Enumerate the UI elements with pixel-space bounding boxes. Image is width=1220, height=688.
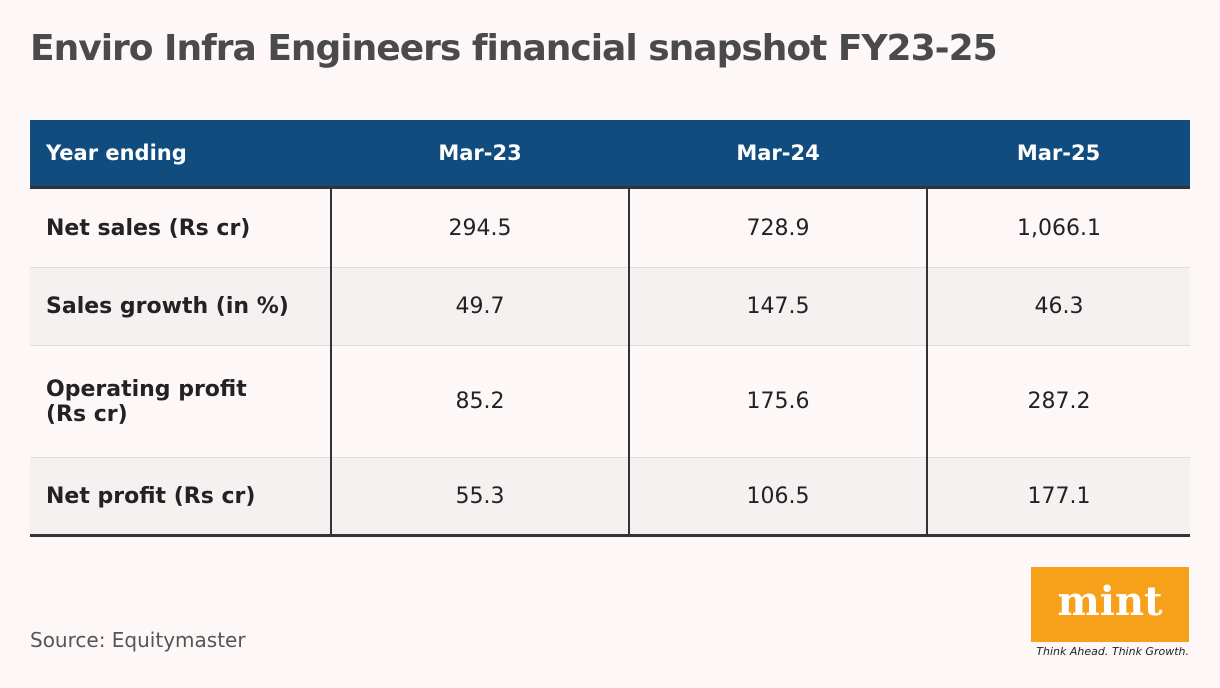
logo: mint (1031, 567, 1189, 642)
row-label: Net sales (Rs cr) (30, 187, 331, 268)
table-row: Sales growth (in %) 49.7 147.5 46.3 (30, 267, 1190, 346)
cell: 106.5 (628, 457, 927, 537)
cell: 175.6 (628, 345, 927, 458)
cell: 177.1 (926, 457, 1190, 537)
table-row: Operating profit (Rs cr) 85.2 175.6 287.2 (30, 345, 1190, 458)
cell: 728.9 (628, 187, 927, 268)
cell: 55.3 (330, 457, 629, 537)
row-label: Operating profit (Rs cr) (30, 345, 331, 458)
table-row: Net profit (Rs cr) 55.3 106.5 177.1 (30, 457, 1190, 537)
source: Source: Equitymaster (30, 628, 246, 652)
column-header: Mar-23 (331, 120, 629, 189)
cell: 46.3 (926, 267, 1190, 346)
table-row: Net sales (Rs cr) 294.5 728.9 1,066.1 (30, 187, 1190, 268)
title: Enviro Infra Engineers financial snapsho… (30, 28, 998, 69)
cell: 147.5 (628, 267, 927, 346)
cell: 49.7 (330, 267, 629, 346)
row-label: Sales growth (in %) (30, 267, 331, 346)
cell: 287.2 (926, 345, 1190, 458)
cell: 85.2 (330, 345, 629, 458)
column-header: Mar-24 (629, 120, 927, 189)
row-label: Net profit (Rs cr) (30, 457, 331, 537)
table: Year ending Mar-23 Mar-24 Mar-25 Net sales … (30, 120, 1190, 537)
header-row: Year ending Mar-23 Mar-24 Mar-25 (30, 120, 1190, 189)
cell: 1,066.1 (926, 187, 1190, 268)
column-header: Mar-25 (927, 120, 1190, 189)
cell: 294.5 (330, 187, 629, 268)
tagline: Think Ahead. Think Growth. (1036, 645, 1189, 658)
column-header: Year ending (30, 120, 331, 189)
